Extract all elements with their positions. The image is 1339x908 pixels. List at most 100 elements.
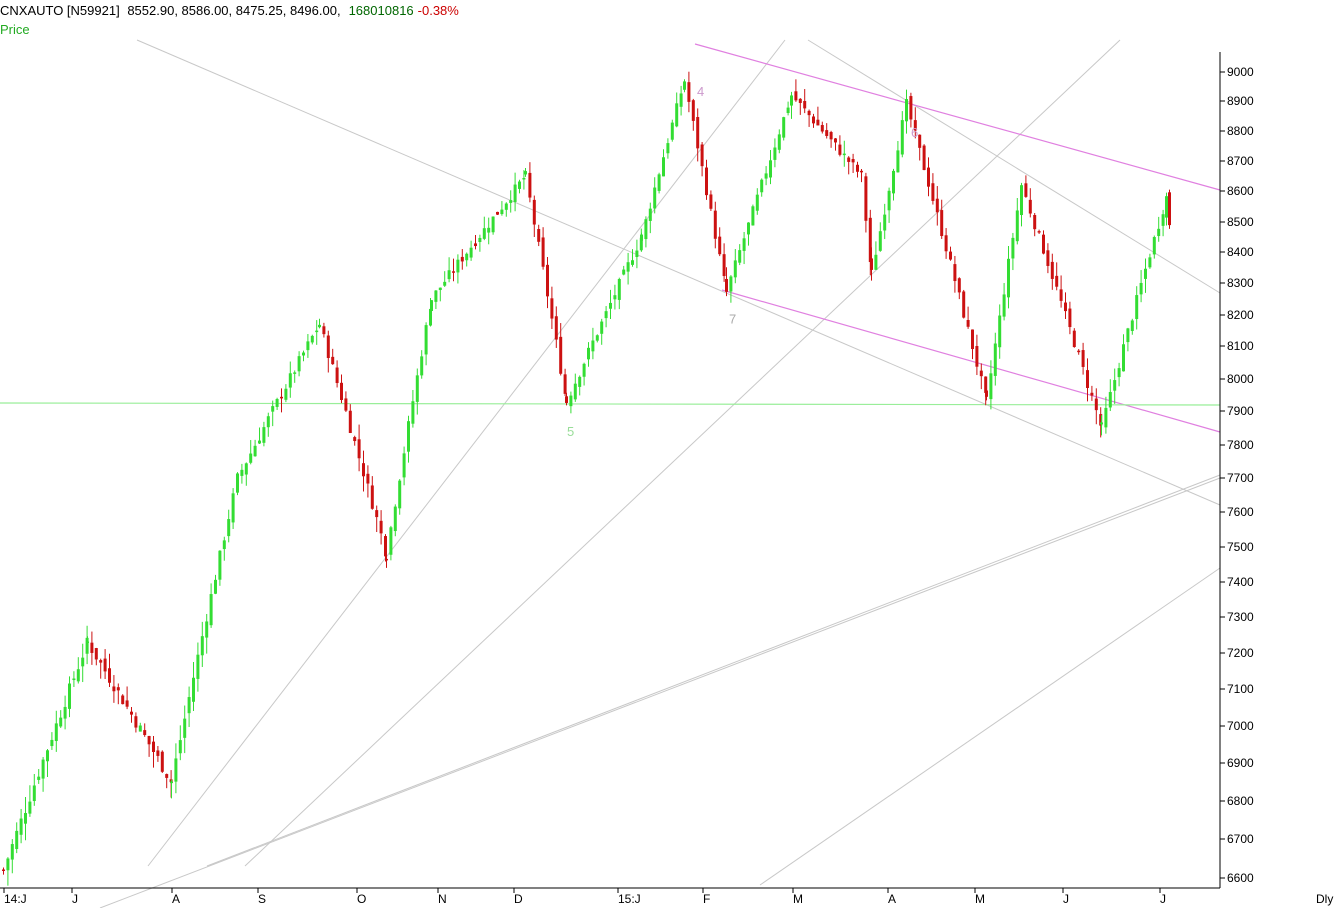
y-tick-label: 7300 [1227,610,1254,624]
candle-body [1122,344,1125,372]
candle-body [742,238,746,251]
candle-body [751,206,755,226]
candle-body [415,375,419,402]
y-tick-label: 7400 [1227,575,1254,589]
candles [2,71,1171,886]
candle-body [491,216,495,233]
candle-body [90,642,94,653]
candle-body [209,594,213,626]
candle-body [725,278,728,292]
candle-body [81,657,85,667]
candle-body [76,669,80,682]
candle-body [670,122,674,140]
candle-body [559,336,563,374]
candle-body [72,678,76,681]
candle-body [174,758,178,782]
candle-body [541,237,545,267]
candle-body [1050,261,1054,279]
y-tick-label: 8100 [1227,339,1254,353]
y-tick-label: 6800 [1227,794,1254,808]
candle-body [375,510,379,518]
candle-body [887,190,891,211]
candle-body [469,247,473,258]
candle-body [302,352,305,356]
x-tick-label: D [514,892,523,906]
candle-body [546,264,549,297]
candle-body [666,143,670,154]
wave-label: 7 [729,311,736,326]
candle-body [949,251,952,260]
candle-body [532,199,536,225]
trendline-gray [759,567,1221,886]
y-tick-label: 7700 [1227,471,1254,485]
candle-body [192,677,195,702]
candle-body [550,298,554,319]
wave-label: 6 [911,125,918,140]
candle-body [46,750,49,762]
candle-body [764,173,768,179]
volume-value: 168010816 [348,3,414,18]
candle-body [1161,214,1165,226]
candle-body [335,367,339,384]
candle-body [482,228,486,239]
y-tick-label: 8900 [1227,94,1254,108]
wave-annotations: 4 7 5 6 [567,84,918,439]
candle-body [1068,308,1072,328]
candle-body [769,160,772,178]
candle-body [722,254,726,277]
support-line [0,402,1221,406]
x-tick-label: A [172,892,180,906]
candle-body [777,134,781,150]
candle-body [691,100,695,121]
candle-body [513,184,517,202]
y-tick-label: 7600 [1227,505,1254,519]
candle-body [315,330,319,333]
candle-body [984,376,988,393]
candle-body [595,335,599,341]
candle-body [500,209,504,215]
candle-body [430,300,433,311]
candle-body [411,401,415,424]
candle-body [874,254,878,270]
candle-body [617,279,621,300]
trendlines [0,39,1221,908]
candle-body [1100,422,1103,425]
candle-body [747,222,750,235]
candle-body [922,145,926,171]
candle-body [143,730,147,736]
candle-body [786,107,790,114]
candle-body [86,641,89,644]
y-tick-label: 8700 [1227,154,1254,168]
candle-body [130,711,133,715]
candle-body [635,250,639,258]
candle-body [398,480,402,509]
candle-body [456,259,460,273]
candle-body [108,668,111,683]
candle-body [1157,228,1161,237]
candle-body [816,119,820,126]
candle-body [357,439,361,459]
change-percent: -0.38% [417,3,459,18]
y-tick-label: 7800 [1227,438,1254,452]
candle-body [683,81,686,90]
candle-body [613,295,617,300]
y-tick-label: 8000 [1227,372,1254,386]
candle-body [240,469,244,476]
candle-body [236,473,239,493]
candle-body [147,735,151,745]
trendline-gray [99,477,1221,908]
candle-body [50,739,54,747]
trendline-gray [136,39,1221,506]
candle-body [424,325,428,355]
candle-body [288,373,292,388]
x-tick-label: O [357,892,366,906]
candle-body [231,493,235,523]
candle-body [1113,380,1117,391]
candle-body [868,217,872,263]
candle-body [452,271,455,273]
candle-body [125,700,129,707]
candle-body [200,636,204,656]
candle-body [998,315,1002,348]
y-tick-label: 7100 [1227,682,1254,696]
